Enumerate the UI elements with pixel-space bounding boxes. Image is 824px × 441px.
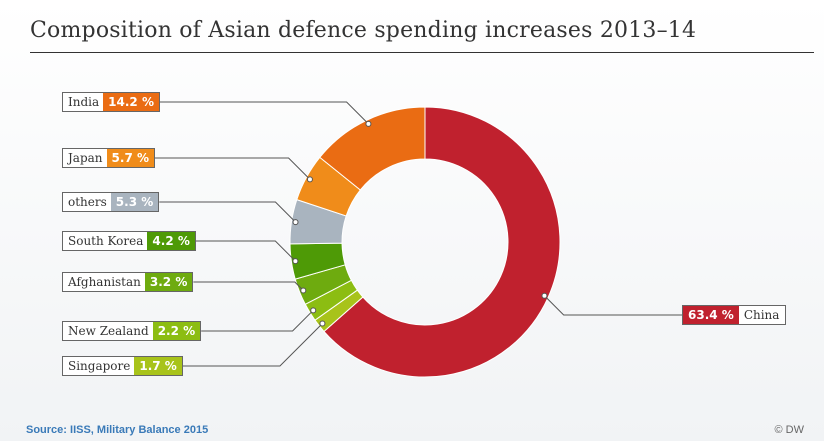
label-south-korea: South Korea 4.2 % [62, 231, 196, 251]
label-name: India [68, 95, 100, 109]
label-name: New Zealand [68, 324, 149, 338]
leader-dot-china [541, 292, 548, 299]
label-value: 4.2 % [147, 232, 195, 250]
slice-india [319, 106, 426, 191]
label-name: China [743, 308, 780, 322]
leader-dot-india [365, 120, 372, 127]
label-value: 2.2 % [152, 322, 201, 340]
label-name: Afghanistan [68, 275, 141, 289]
leader-dot-new-zealand [310, 307, 317, 314]
label-value: 63.4 % [683, 306, 739, 324]
leader-singapore [182, 323, 323, 367]
label-singapore: Singapore 1.7 % [62, 356, 183, 376]
label-new-zealand: New Zealand 2.2 % [62, 321, 202, 341]
leader-south-korea [195, 240, 296, 262]
label-value: 3.2 % [144, 273, 193, 291]
source-note: Source: IISS, Military Balance 2015 [26, 424, 209, 436]
label-value: 5.7 % [106, 149, 154, 167]
label-india: India 14.2 % [62, 92, 160, 112]
leader-dot-japan [306, 176, 313, 183]
slice-china [323, 106, 561, 378]
label-others: others 5.3 % [62, 192, 160, 212]
leader-china [544, 295, 682, 316]
label-value: 1.7 % [134, 357, 182, 375]
label-name: Singapore [68, 359, 131, 373]
leader-others [159, 201, 296, 223]
label-name: South Korea [68, 234, 144, 248]
leader-dot-afghanistan [300, 287, 307, 294]
leader-afghanistan [193, 281, 304, 291]
leader-india [159, 101, 369, 125]
label-china: China 63.4 % [682, 305, 787, 325]
label-name: others [68, 195, 107, 209]
leader-new-zealand [201, 309, 314, 332]
label-name: Japan [68, 151, 103, 165]
leader-dot-south-korea [292, 258, 299, 265]
label-afghanistan: Afghanistan 3.2 % [62, 272, 194, 292]
chart-title: Composition of Asian defence spending in… [30, 18, 697, 43]
label-value: 14.2 % [103, 93, 159, 111]
label-value: 5.3 % [110, 193, 159, 211]
title-rule [30, 52, 814, 53]
label-japan: Japan 5.7 % [62, 148, 155, 168]
leader-japan [155, 157, 311, 180]
leader-dot-singapore [319, 320, 326, 327]
credit: © DW [774, 424, 805, 436]
leader-dot-others [292, 219, 299, 226]
